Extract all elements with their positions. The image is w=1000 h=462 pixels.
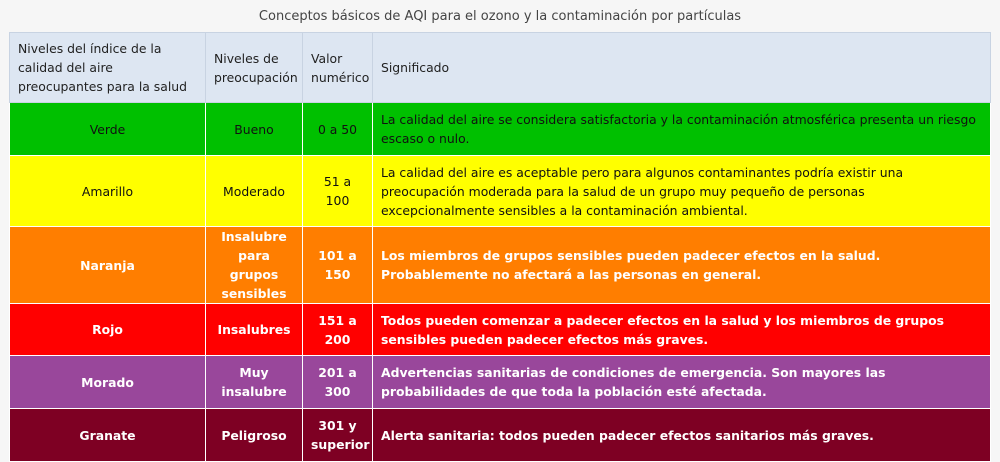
cell-meaning: Advertencias sanitarias de condiciones d… (372, 355, 991, 409)
cell-value: 151 a 200 (302, 303, 373, 356)
header-level-name: Niveles del índice de la calidad del air… (9, 32, 206, 103)
table-caption: Conceptos básicos de AQI para el ozono y… (258, 9, 742, 24)
cell-meaning: Todos pueden comenzar a padecer efectos … (372, 303, 991, 356)
header-row: Niveles del índice de la calidad del air… (9, 32, 991, 103)
cell-value: 301 y superior (302, 408, 373, 462)
cell-color-name: Granate (9, 408, 206, 462)
cell-concern: Muy insalubre (205, 355, 303, 409)
cell-concern: Moderado (205, 155, 303, 227)
cell-value: 201 a 300 (302, 355, 373, 409)
cell-color-name: Naranja (9, 226, 206, 304)
cell-color-name: Morado (9, 355, 206, 409)
cell-value: 101 a 150 (302, 226, 373, 304)
cell-concern: Peligroso (205, 408, 303, 462)
cell-concern: Insalubres (205, 303, 303, 356)
cell-meaning: Alerta sanitaria: todos pueden padecer e… (372, 408, 991, 462)
cell-value: 0 a 50 (302, 102, 373, 156)
cell-meaning: La calidad del aire es aceptable pero pa… (372, 155, 991, 227)
aqi-table: Niveles del índice de la calidad del air… (9, 32, 991, 462)
header-meaning: Significado (372, 32, 991, 103)
cell-color-name: Amarillo (9, 155, 206, 227)
cell-color-name: Rojo (9, 303, 206, 356)
table-row-maroon: Granate Peligroso 301 y superior Alerta … (9, 408, 991, 462)
table-row-yellow: Amarillo Moderado 51 a 100 La calidad de… (9, 155, 991, 227)
header-concern: Niveles de preocupación (205, 32, 303, 103)
header-value: Valor numérico (302, 32, 373, 103)
cell-concern: Insalubre para grupos sensibles (205, 226, 303, 304)
table-row-green: Verde Bueno 0 a 50 La calidad del aire s… (9, 102, 991, 156)
cell-meaning: La calidad del aire se considera satisfa… (372, 102, 991, 156)
cell-color-name: Verde (9, 102, 206, 156)
table-row-orange: Naranja Insalubre para grupos sensibles … (9, 226, 991, 304)
cell-meaning: Los miembros de grupos sensibles pueden … (372, 226, 991, 304)
table-row-purple: Morado Muy insalubre 201 a 300 Advertenc… (9, 355, 991, 409)
cell-concern: Bueno (205, 102, 303, 156)
table-row-red: Rojo Insalubres 151 a 200 Todos pueden c… (9, 303, 991, 356)
cell-value: 51 a 100 (302, 155, 373, 227)
